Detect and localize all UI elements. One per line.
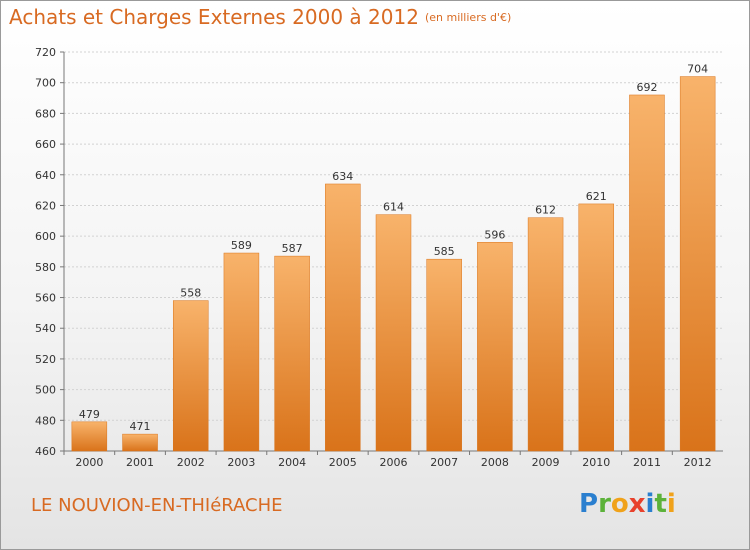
- bar-2007: [426, 258, 462, 452]
- x-tick-label: 2010: [582, 456, 610, 469]
- y-tick-label: 660: [35, 138, 56, 151]
- bar-2004: [274, 255, 310, 452]
- y-tick-label: 680: [35, 107, 56, 120]
- x-tick-label: 2001: [126, 456, 154, 469]
- y-tick-label: 480: [35, 414, 56, 427]
- data-label: 612: [535, 204, 556, 217]
- x-tick-label: 2011: [633, 456, 661, 469]
- chart-subtitle: (en milliers d'€): [424, 11, 512, 24]
- x-tick-label: 2007: [430, 456, 458, 469]
- y-tick-label: 540: [35, 322, 56, 335]
- data-label: 585: [434, 245, 455, 258]
- data-label: 587: [282, 242, 303, 255]
- chart-title-text: Achats et Charges Externes 2000 à 2012: [9, 5, 419, 29]
- x-tick-label: 2002: [177, 456, 205, 469]
- data-label: 704: [687, 63, 708, 76]
- y-tick-label: 520: [35, 353, 56, 366]
- logo-letter: x: [628, 489, 646, 519]
- y-tick-label: 560: [35, 292, 56, 305]
- bar-2003: [223, 252, 260, 452]
- chart-title: Achats et Charges Externes 2000 à 2012 (e…: [9, 5, 511, 29]
- data-label: 479: [79, 408, 100, 421]
- data-label: 558: [180, 287, 201, 300]
- data-label: 596: [484, 228, 505, 241]
- bar-2000: [71, 421, 108, 452]
- x-tick-label: 2004: [278, 456, 306, 469]
- data-labels: 479 471 558 589 587 634 614 585 596 612 621 692 704: [79, 63, 708, 434]
- y-tick-label: 460: [35, 445, 56, 458]
- logo-letter: i: [645, 489, 655, 519]
- bar-2005: [325, 183, 361, 452]
- y-tick-label: 700: [35, 77, 56, 90]
- y-tick-label: 640: [35, 169, 56, 182]
- location-label: LE NOUVION-EN-THIéRACHE: [31, 495, 283, 516]
- logo-letter: t: [654, 489, 667, 519]
- data-label: 621: [586, 190, 607, 203]
- y-tick-label: 620: [35, 199, 56, 212]
- data-label: 589: [231, 239, 252, 252]
- x-tick-label: 2009: [532, 456, 560, 469]
- y-tick-label: 580: [35, 261, 56, 274]
- logo-letter: P: [579, 489, 599, 519]
- logo-letter: o: [610, 489, 629, 519]
- bar-2009: [527, 217, 564, 452]
- data-label: 634: [332, 170, 353, 183]
- y-tick-label: 720: [35, 46, 56, 59]
- x-tick-label: 2000: [75, 456, 103, 469]
- x-tick-label: 2006: [380, 456, 408, 469]
- y-tick-label: 500: [35, 384, 56, 397]
- x-tick-label: 2008: [481, 456, 509, 469]
- data-label: 692: [636, 81, 657, 94]
- bar-2001: [122, 433, 158, 452]
- bar-2002: [172, 300, 209, 452]
- data-label: 471: [130, 420, 151, 433]
- y-tick-label: 600: [35, 230, 56, 243]
- x-tick-label: 2012: [684, 456, 712, 469]
- x-axis-ticks: 2000 2001 2002 2003 2004 2005 2006 2007 2008 2009…: [63, 451, 712, 469]
- bar-2012: [679, 76, 716, 452]
- x-tick-label: 2005: [329, 456, 357, 469]
- proxiti-logo: Proxiti: [579, 489, 676, 519]
- logo-letter: r: [598, 489, 611, 519]
- bar-2008: [477, 242, 513, 452]
- logo-letter: i: [666, 489, 676, 519]
- bar-2010: [578, 203, 615, 452]
- y-axis-ticks: 460 480 500 520 540 560 580 600 620 640 660 680 700 7…: [35, 46, 64, 458]
- data-label: 614: [383, 201, 404, 214]
- bar-2006: [375, 214, 412, 452]
- bar-2011: [629, 94, 665, 452]
- bars: [71, 76, 716, 452]
- x-tick-label: 2003: [227, 456, 255, 469]
